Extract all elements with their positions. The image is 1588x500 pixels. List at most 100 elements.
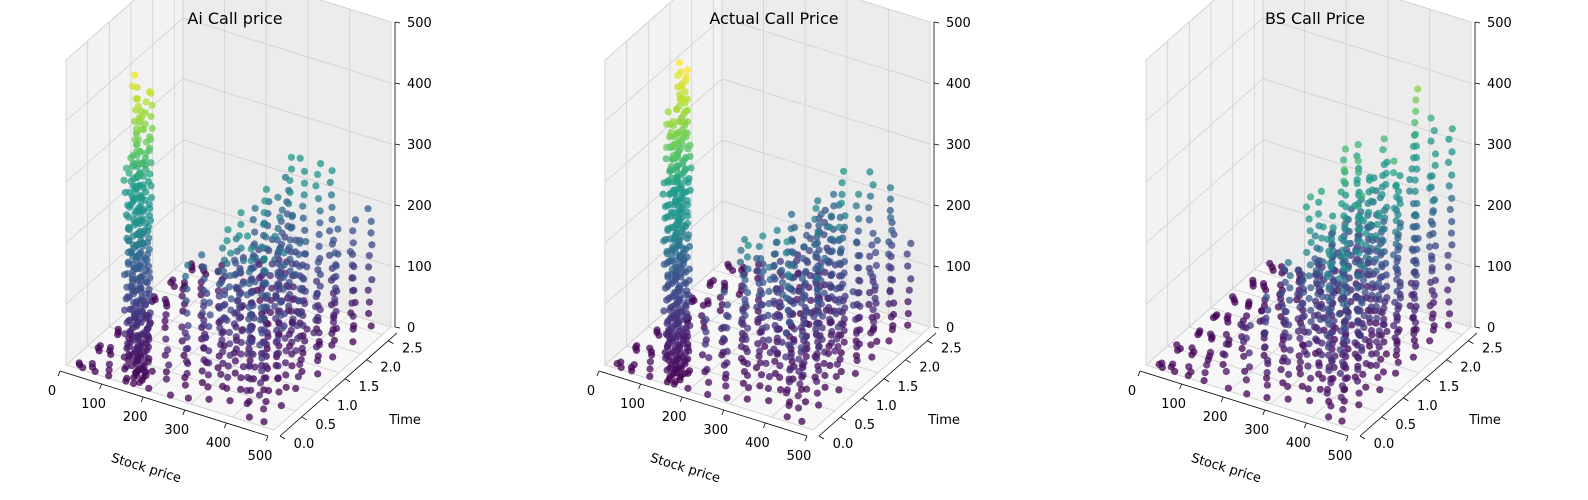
- scatter-point: [1338, 417, 1346, 425]
- scatter-point: [204, 383, 212, 391]
- y-tick-label: 0.5: [854, 418, 875, 433]
- scatter-point: [1379, 320, 1387, 328]
- y-axis-line: [818, 332, 937, 437]
- scatter-point: [1317, 281, 1325, 289]
- scatter-point: [672, 221, 680, 229]
- scatter-point: [1238, 344, 1246, 353]
- scatter-point: [903, 250, 911, 258]
- y-tick-label: 1.0: [1417, 399, 1438, 414]
- z-tick-mark: [933, 143, 940, 146]
- scatter-point: [660, 260, 668, 268]
- scatter-point: [821, 371, 829, 380]
- scatter-point: [1261, 343, 1269, 351]
- scatter-point: [831, 347, 839, 355]
- scatter-point: [164, 346, 172, 354]
- scatter-point: [1389, 251, 1398, 259]
- scatter-point: [872, 261, 880, 270]
- scatter-point: [198, 367, 206, 375]
- scatter-point: [1262, 293, 1270, 301]
- scatter-point: [1327, 356, 1335, 364]
- scatter-point: [1429, 208, 1437, 217]
- scatter-point: [1412, 271, 1420, 279]
- scatter-point: [237, 209, 245, 217]
- scatter-point: [1379, 237, 1387, 245]
- scatter-point: [1414, 85, 1422, 93]
- scatter-point: [364, 286, 372, 294]
- scatter-point: [873, 337, 881, 345]
- scatter-point: [1376, 308, 1384, 316]
- scatter-point: [1396, 200, 1404, 208]
- scatter-point: [741, 276, 749, 284]
- scatter-point: [790, 337, 798, 345]
- scatter-point: [671, 260, 679, 268]
- scatter-point: [1327, 379, 1335, 387]
- scatter-point: [346, 248, 354, 256]
- scatter-point: [302, 238, 310, 246]
- scatter-point: [1304, 385, 1312, 393]
- scatter3d-chart: 0 100 200 300 400 500 0.00.51.01.52.02.5 0 100 20…: [587, 0, 971, 486]
- z-tick-mark: [1474, 265, 1481, 268]
- scatter-point: [1429, 197, 1437, 205]
- scatter-point: [669, 117, 677, 126]
- scatter-point: [272, 314, 280, 323]
- scatter-point: [123, 319, 131, 327]
- scatter-point: [1354, 365, 1362, 374]
- scatter-point: [800, 243, 808, 251]
- scatter-point: [849, 301, 857, 309]
- z-tick-mark: [1474, 21, 1481, 24]
- x-tick-mark: [99, 383, 102, 390]
- scatter-point: [866, 192, 875, 200]
- scatter-point: [217, 278, 225, 286]
- scatter-point: [1393, 346, 1401, 354]
- scatter-point: [1355, 354, 1363, 362]
- scatter-point: [128, 275, 136, 283]
- scatter-point: [703, 365, 711, 373]
- scatter-point: [198, 379, 206, 387]
- scatter-point: [276, 298, 285, 306]
- x-tick-label: 300: [703, 423, 728, 438]
- scatter-point: [75, 359, 83, 367]
- scatter-point: [886, 184, 895, 192]
- scatter-point: [1411, 294, 1419, 302]
- scatter-point: [1372, 302, 1380, 311]
- scatter-point: [660, 237, 668, 245]
- scatter-point: [744, 289, 752, 297]
- scatter-point: [855, 215, 863, 223]
- scatter-point: [776, 362, 784, 370]
- scatter-point: [285, 279, 293, 287]
- scatter-point: [835, 235, 843, 243]
- scatter-point: [206, 311, 214, 319]
- scatter-point: [886, 206, 894, 215]
- scatter-point: [820, 359, 828, 368]
- scatter-point: [214, 268, 222, 276]
- scatter-point: [736, 258, 744, 266]
- z-tick-mark: [933, 21, 940, 24]
- scatter-point: [701, 340, 709, 348]
- scatter-point: [365, 298, 373, 306]
- scatter-point: [1431, 161, 1439, 169]
- scatter-point: [246, 323, 254, 331]
- scatter-point: [1448, 276, 1456, 284]
- scatter-point: [744, 324, 752, 332]
- scatter-point: [1366, 173, 1374, 181]
- scatter-point: [825, 303, 833, 312]
- scatter-point: [833, 360, 841, 368]
- scatter-point: [1358, 192, 1366, 200]
- x-tick-label: 300: [1244, 423, 1269, 438]
- scatter-point: [1286, 284, 1294, 292]
- scatter-point: [754, 267, 762, 275]
- scatter-point: [817, 210, 825, 218]
- scatter-point: [162, 375, 171, 383]
- scatter-point: [683, 66, 691, 74]
- scatter-point: [1222, 340, 1230, 348]
- scatter-point: [282, 347, 290, 355]
- scatter-point: [1246, 321, 1254, 330]
- scatter-point: [756, 382, 764, 390]
- scatter-point: [1304, 362, 1312, 370]
- chart-title: Actual Call Price: [709, 9, 838, 28]
- scatter-point: [873, 236, 881, 245]
- z-tick-mark: [933, 265, 940, 268]
- scatter-point: [1412, 107, 1420, 115]
- scatter-point: [332, 307, 340, 316]
- scatter-point: [1428, 267, 1436, 275]
